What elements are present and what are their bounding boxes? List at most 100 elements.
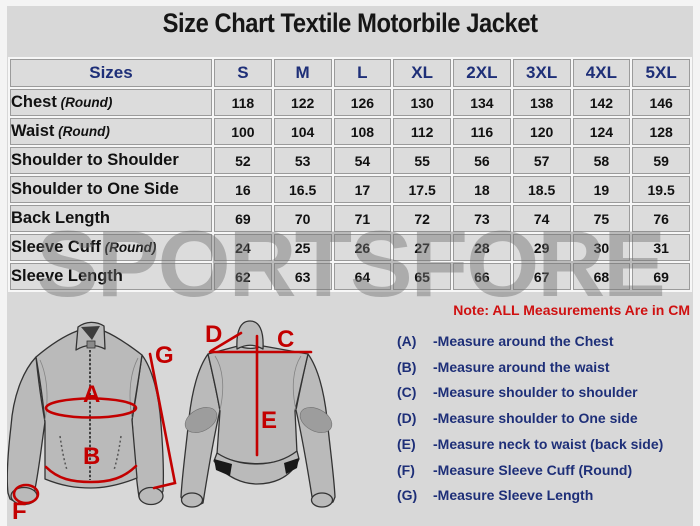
size-value: 19: [572, 176, 631, 203]
legend-item: (B) -Measure around the waist: [397, 355, 663, 381]
legend-key: (A): [397, 333, 417, 349]
size-value: 19.5: [632, 176, 690, 203]
legend-item: (E) -Measure neck to waist (back side): [397, 432, 663, 458]
size-value: 59: [632, 147, 690, 174]
size-value: 116: [453, 118, 511, 145]
size-value: 69: [214, 205, 272, 232]
size-value: 104: [273, 118, 332, 145]
right-pocket: [113, 435, 122, 471]
row-label: Sleeve Length: [10, 263, 212, 290]
label-sleeve-length: G: [155, 342, 174, 369]
size-value: 29: [512, 234, 571, 261]
table-row: Shoulder to One Side 16 16.5 17 17.5 18 18.5 19…: [10, 176, 690, 203]
size-value: 26: [333, 234, 392, 261]
sleeve-length-measure-line: [148, 352, 177, 490]
size-value: 70: [273, 205, 332, 232]
size-value: 126: [333, 89, 392, 116]
size-value: 128: [632, 118, 690, 145]
col-header-xl: XL: [393, 59, 451, 87]
legend-key: (E): [397, 435, 416, 452]
size-value: 17: [333, 176, 392, 203]
size-value: 55: [393, 147, 451, 174]
size-value: 17.5: [393, 176, 451, 203]
size-value: 24: [214, 234, 272, 261]
waist-measure-arc: [44, 464, 138, 484]
back-collar: [236, 320, 264, 350]
size-value: 72: [393, 205, 451, 232]
col-header-s: S: [214, 59, 272, 87]
legend-text: -Measure Sleeve Cuff (Round): [433, 461, 633, 478]
jacket-measurement-diagram: A B G F D C: [7, 320, 336, 525]
label-one-side: D: [205, 321, 222, 348]
col-header-4xl: 4XL: [572, 59, 631, 87]
chest-measure-ellipse: [44, 397, 138, 419]
col-header-2xl: 2XL: [453, 59, 511, 87]
size-value: 62: [214, 263, 272, 290]
legend-item: (G) -Measure Sleeve Length: [397, 483, 663, 509]
left-pocket: [59, 435, 68, 471]
label-chest: A: [83, 381, 100, 408]
legend-text: -Measure Sleeve Length: [433, 487, 594, 504]
size-value: 58: [572, 147, 631, 174]
size-value: 71: [333, 205, 392, 232]
size-value: 56: [453, 147, 511, 174]
legend-list: (A) -Measure around the Chest (B) -Measure …: [397, 329, 663, 509]
back-hem: [213, 450, 300, 485]
legend-text: -Measure around the waist: [433, 358, 610, 375]
size-value: 64: [333, 263, 392, 290]
col-header-l: L: [333, 59, 392, 87]
cuff-measure-ellipse: [12, 483, 40, 505]
back-jacket-figure: D C E: [180, 320, 336, 508]
size-value: 69: [632, 263, 690, 290]
size-value: 74: [512, 205, 571, 232]
size-table-body: Chest (Round) 118 122 126 130 134 138 142 146 Wai…: [10, 89, 690, 290]
legend-text: -Measure around the Chest: [433, 333, 614, 349]
legend-text: -Measure shoulder to One side: [433, 410, 638, 427]
size-value: 28: [453, 234, 511, 261]
page-title-text: Size Chart Textile Motorbile Jacket: [162, 8, 538, 38]
table-row: Waist (Round) 100 104 108 112 116 120 124 128: [10, 118, 690, 145]
size-value: 25: [273, 234, 332, 261]
table-row: Back Length 69 70 71 72 73 74 75 76: [10, 205, 690, 232]
row-label: Sleeve Cuff (Round): [10, 234, 212, 261]
row-label: Waist (Round): [10, 118, 212, 145]
size-value: 57: [512, 147, 571, 174]
size-value: 31: [632, 234, 690, 261]
size-value: 76: [632, 205, 690, 232]
size-value: 138: [512, 89, 571, 116]
size-value: 16.5: [273, 176, 332, 203]
legend-key: (D): [397, 410, 417, 427]
front-right-cuff: [138, 486, 164, 506]
table-row: Chest (Round) 118 122 126 130 134 138 142 146: [10, 89, 690, 116]
col-header-sizes: Sizes: [10, 59, 212, 87]
hem-right-panel: [284, 458, 299, 474]
back-right-cuff: [310, 492, 334, 508]
legend-item: (D) -Measure shoulder to One side: [397, 406, 663, 432]
label-shoulder: C: [277, 326, 294, 353]
size-value: 73: [453, 205, 511, 232]
one-side-measure-line: [209, 331, 243, 353]
legend-text: -Measure shoulder to shoulder: [433, 384, 638, 401]
table-row: Sleeve Length 62 63 64 65 66 67 68 69: [10, 263, 690, 290]
size-value: 112: [393, 118, 451, 145]
measurements-note: Note: ALL Measurements Are in CM: [453, 302, 690, 318]
size-value: 120: [512, 118, 571, 145]
hem-left-panel: [214, 459, 232, 476]
left-elbow-patch: [184, 407, 218, 433]
collar-inner: [81, 326, 100, 340]
legend-text: -Measure neck to waist (back side): [433, 435, 664, 452]
col-header-3xl: 3XL: [512, 59, 571, 87]
size-value: 53: [273, 147, 332, 174]
table-row: Sleeve Cuff (Round) 24 25 26 27 28 29 30 31: [10, 234, 690, 261]
row-label: Shoulder to One Side: [10, 176, 212, 203]
legend-key: (F): [397, 461, 415, 478]
row-label: Chest (Round): [10, 89, 212, 116]
size-value: 63: [273, 263, 332, 290]
size-value: 130: [393, 89, 451, 116]
back-left-cuff: [180, 492, 204, 508]
size-value: 142: [572, 89, 631, 116]
legend-item: (F) -Measure Sleeve Cuff (Round): [397, 458, 663, 484]
size-value: 146: [632, 89, 690, 116]
size-value: 75: [572, 205, 631, 232]
